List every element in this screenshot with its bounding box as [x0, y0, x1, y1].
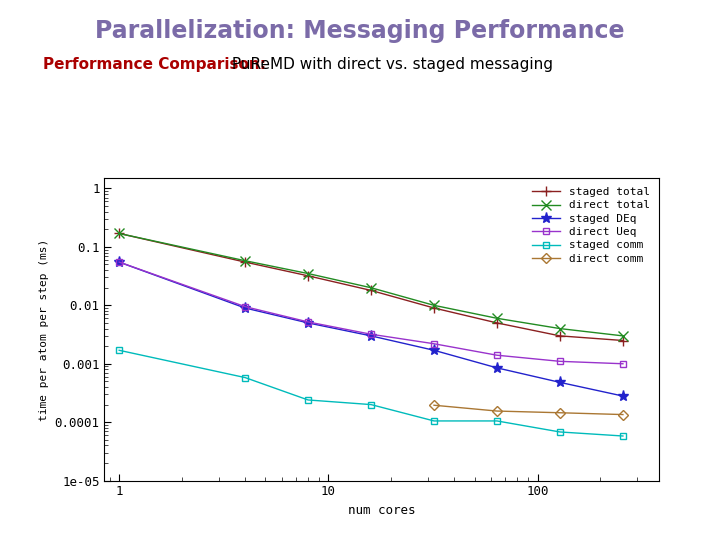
Line: direct Ueq: direct Ueq — [116, 259, 626, 367]
staged total — [556, 333, 564, 339]
staged total — [492, 320, 501, 326]
Text: PuReMD with direct vs. staged messaging: PuReMD with direct vs. staged messaging — [227, 57, 553, 72]
Line: staged comm: staged comm — [116, 347, 626, 440]
direct total — [618, 333, 627, 339]
staged total — [366, 287, 375, 294]
staged comm — [492, 418, 501, 424]
Text: Parallelization: Messaging Performance: Parallelization: Messaging Performance — [95, 19, 625, 43]
staged DEq — [556, 379, 564, 386]
staged DEq — [115, 259, 124, 265]
staged total — [240, 259, 249, 265]
Line: staged DEq: staged DEq — [114, 256, 629, 402]
staged comm — [366, 401, 375, 408]
direct comm — [618, 411, 627, 418]
direct comm — [556, 409, 564, 416]
staged comm — [304, 397, 312, 403]
direct total — [366, 285, 375, 291]
X-axis label: num cores: num cores — [348, 504, 415, 517]
direct Ueq — [240, 303, 249, 310]
direct Ueq — [304, 319, 312, 325]
staged comm — [556, 429, 564, 435]
staged DEq — [304, 320, 312, 326]
staged total — [430, 305, 438, 311]
staged DEq — [430, 347, 438, 354]
Line: direct comm: direct comm — [431, 402, 626, 418]
direct comm — [492, 408, 501, 414]
Text: Performance Comparison:: Performance Comparison: — [43, 57, 266, 72]
Legend: staged total, direct total, staged DEq, direct Ueq, staged comm, direct comm: staged total, direct total, staged DEq, … — [529, 184, 653, 267]
staged total — [304, 273, 312, 279]
staged total — [115, 230, 124, 237]
staged DEq — [618, 393, 627, 399]
Line: direct total: direct total — [114, 228, 628, 341]
staged comm — [240, 374, 249, 381]
direct total — [240, 258, 249, 264]
staged comm — [430, 418, 438, 424]
Y-axis label: time per atom per step (ms): time per atom per step (ms) — [39, 238, 49, 421]
direct Ueq — [115, 259, 124, 265]
direct total — [115, 230, 124, 237]
staged comm — [115, 347, 124, 354]
staged DEq — [492, 364, 501, 371]
direct Ueq — [492, 352, 501, 359]
direct comm — [430, 402, 438, 408]
direct Ueq — [366, 331, 375, 338]
direct total — [430, 302, 438, 308]
direct total — [492, 315, 501, 321]
staged comm — [618, 433, 627, 439]
direct total — [304, 271, 312, 277]
Line: staged total: staged total — [114, 228, 628, 346]
staged DEq — [240, 305, 249, 311]
direct Ueq — [430, 341, 438, 347]
staged total — [618, 338, 627, 344]
staged DEq — [366, 333, 375, 339]
direct Ueq — [618, 361, 627, 367]
direct Ueq — [556, 358, 564, 365]
direct total — [556, 325, 564, 332]
